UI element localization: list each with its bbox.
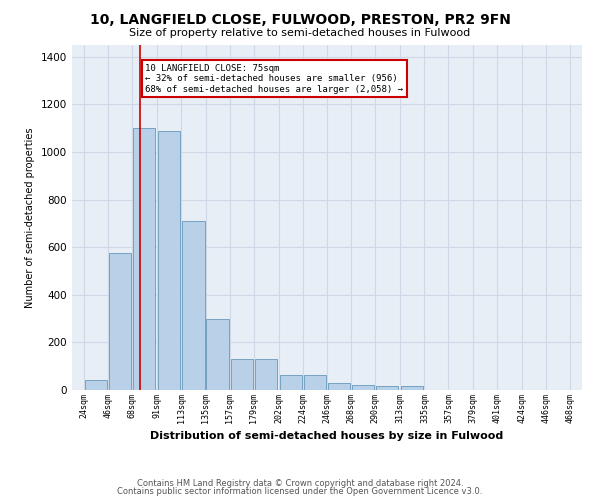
X-axis label: Distribution of semi-detached houses by size in Fulwood: Distribution of semi-detached houses by … [151, 431, 503, 441]
Bar [254, 359, 277, 390]
Text: 10 LANGFIELD CLOSE: 75sqm
← 32% of semi-detached houses are smaller (956)
68% of: 10 LANGFIELD CLOSE: 75sqm ← 32% of semi-… [145, 64, 403, 94]
Text: Size of property relative to semi-detached houses in Fulwood: Size of property relative to semi-detach… [130, 28, 470, 38]
Bar [401, 386, 424, 390]
Bar [328, 383, 350, 390]
Bar [133, 128, 155, 390]
Bar [230, 359, 253, 390]
Text: Contains HM Land Registry data © Crown copyright and database right 2024.: Contains HM Land Registry data © Crown c… [137, 478, 463, 488]
Bar [280, 374, 302, 390]
Bar [158, 130, 181, 390]
Bar [376, 386, 398, 390]
Text: 10, LANGFIELD CLOSE, FULWOOD, PRESTON, PR2 9FN: 10, LANGFIELD CLOSE, FULWOOD, PRESTON, P… [89, 12, 511, 26]
Bar [85, 380, 107, 390]
Bar [109, 253, 131, 390]
Y-axis label: Number of semi-detached properties: Number of semi-detached properties [25, 127, 35, 308]
Bar [304, 374, 326, 390]
Bar [352, 385, 374, 390]
Bar [182, 221, 205, 390]
Bar [206, 318, 229, 390]
Text: Contains public sector information licensed under the Open Government Licence v3: Contains public sector information licen… [118, 487, 482, 496]
